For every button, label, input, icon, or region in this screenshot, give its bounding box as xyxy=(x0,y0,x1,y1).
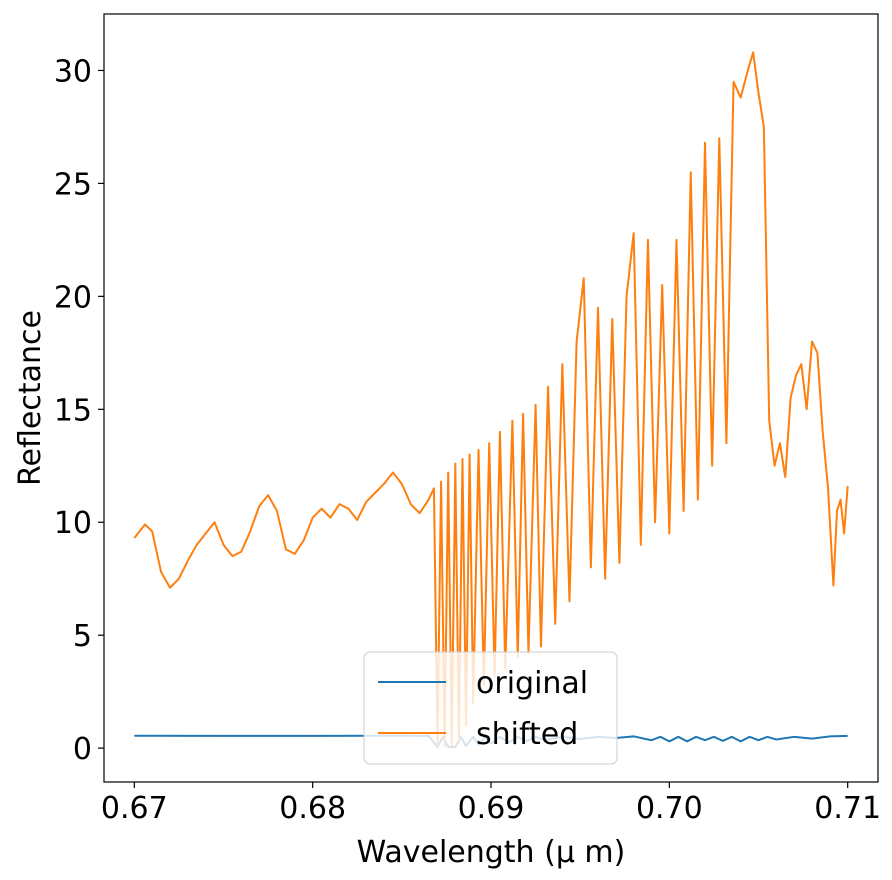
x-axis-ticks: 0.67 0.68 0.69 0.70 0.71 xyxy=(101,782,881,826)
y-tick-label: 30 xyxy=(54,54,92,89)
x-tick-label: 0.70 xyxy=(636,791,703,826)
y-tick-label: 15 xyxy=(54,393,92,428)
y-tick-label: 5 xyxy=(73,619,92,654)
y-tick-label: 25 xyxy=(54,167,92,202)
legend-box xyxy=(363,651,618,765)
x-tick-label: 0.68 xyxy=(279,791,346,826)
y-tick-label: 10 xyxy=(54,506,92,541)
y-tick-label: 20 xyxy=(54,280,92,315)
legend-label-shifted: shifted xyxy=(476,717,578,752)
y-axis-label: Reflectance xyxy=(13,310,48,486)
y-tick-label: 0 xyxy=(73,732,92,767)
x-axis-label: Wavelength (μ m) xyxy=(357,835,626,870)
x-tick-label: 0.67 xyxy=(101,791,168,826)
y-axis-ticks: 0 5 10 15 20 25 30 xyxy=(54,54,104,767)
legend: original shifted xyxy=(363,651,618,765)
legend-label-original: original xyxy=(476,666,588,701)
x-tick-label: 0.69 xyxy=(458,791,525,826)
x-tick-label: 0.71 xyxy=(814,791,881,826)
series-line-shifted xyxy=(133,51,849,747)
